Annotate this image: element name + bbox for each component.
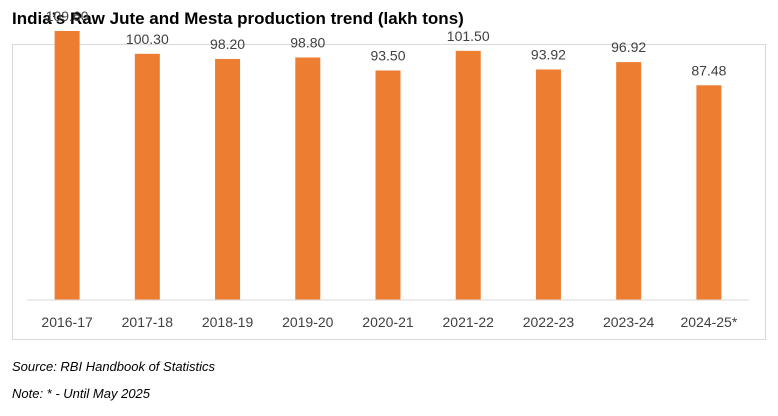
bar-2024-25* bbox=[696, 85, 722, 300]
data-label-2017-18: 100.30 bbox=[126, 31, 169, 47]
bar-2020-21 bbox=[375, 70, 401, 300]
chart-title: India’s Raw Jute and Mesta production tr… bbox=[12, 9, 464, 28]
x-tick-label-2020-21: 2020-21 bbox=[362, 314, 414, 330]
bar-2016-17 bbox=[54, 30, 80, 300]
bar-2021-22 bbox=[455, 50, 481, 300]
source-note: Source: RBI Handbook of Statistics bbox=[12, 359, 216, 374]
x-tick-label-2018-19: 2018-19 bbox=[202, 314, 254, 330]
data-label-2024-25*: 87.48 bbox=[691, 62, 726, 78]
bar-2019-20 bbox=[295, 57, 321, 300]
data-label-2022-23: 93.92 bbox=[531, 46, 566, 62]
bar-2022-23 bbox=[535, 69, 561, 300]
x-tick-labels-group: 2016-17 2017-18 2018-19 2019-20 2020-21 2021-… bbox=[41, 314, 737, 330]
data-label-2020-21: 93.50 bbox=[370, 48, 405, 64]
x-tick-label-2019-20: 2019-20 bbox=[282, 314, 334, 330]
x-tick-label-2017-18: 2017-18 bbox=[122, 314, 174, 330]
chart-frame bbox=[12, 44, 766, 340]
x-tick-label-2023-24: 2023-24 bbox=[603, 314, 655, 330]
bar-2017-18 bbox=[134, 53, 160, 301]
data-label-2018-19: 98.20 bbox=[210, 36, 245, 52]
footnote: Note: * - Until May 2025 bbox=[12, 386, 151, 401]
data-labels-group: 109.60 100.30 98.20 98.80 93.50 101.50 93.92 96… bbox=[46, 8, 727, 78]
bar-2023-24 bbox=[616, 62, 642, 300]
x-tick-label-2022-23: 2022-23 bbox=[523, 314, 575, 330]
bar-2018-19 bbox=[215, 58, 241, 301]
data-label-2021-22: 101.50 bbox=[447, 28, 490, 44]
data-label-2016-17: 109.60 bbox=[46, 8, 89, 24]
x-tick-label-2016-17: 2016-17 bbox=[41, 314, 93, 330]
data-label-2019-20: 98.80 bbox=[290, 34, 325, 50]
bars-group bbox=[54, 30, 722, 301]
x-tick-label-2021-22: 2021-22 bbox=[443, 314, 495, 330]
data-label-2023-24: 96.92 bbox=[611, 39, 646, 55]
x-tick-label-2024-25*: 2024-25* bbox=[680, 314, 737, 330]
